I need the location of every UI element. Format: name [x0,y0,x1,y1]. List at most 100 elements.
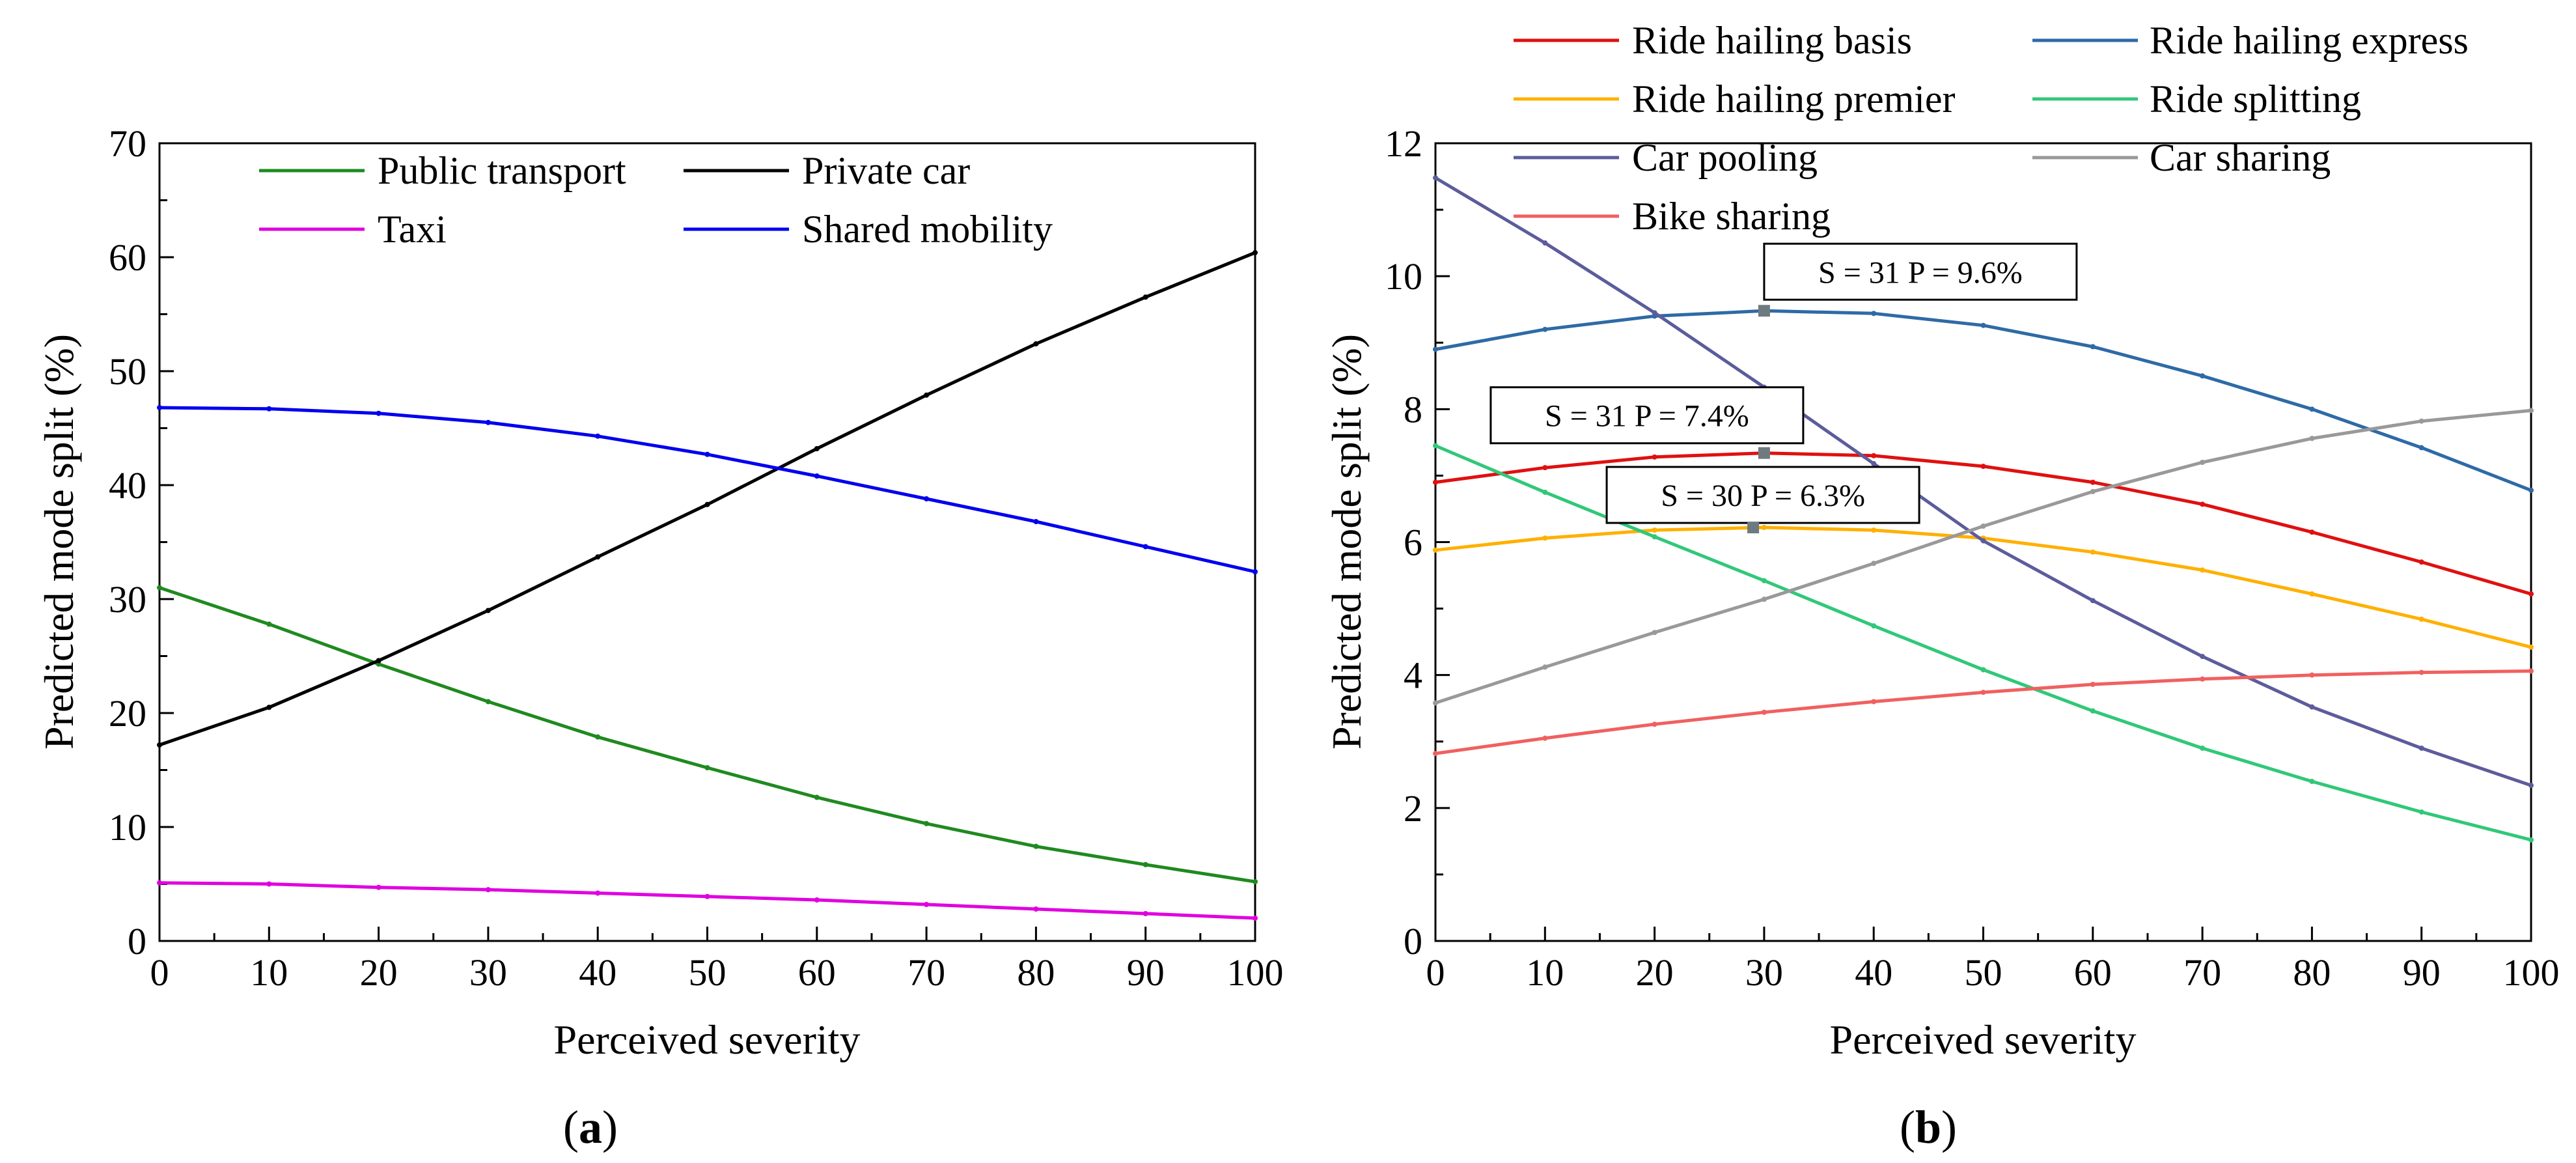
legend-label-shared-mobility: Shared mobility [802,208,1053,251]
data-point-taxi-5 [704,893,710,899]
data-point-ride-splitting-4 [1871,623,1877,629]
annotation-box-2 [1605,466,1920,524]
data-point-car-sharing-7 [2200,460,2206,465]
annotation-marker-2 [1747,522,1760,534]
data-point-taxi-6 [814,897,820,903]
data-point-taxi-0 [157,880,162,886]
data-point-ride-hailing-premier-9 [2418,616,2424,622]
data-point-public-transport-3 [485,699,491,705]
data-point-car-pooling-2 [1652,310,1657,316]
data-point-shared-mobility-0 [157,405,162,410]
data-point-private-car-2 [376,658,381,664]
legend-label-taxi: Taxi [378,208,447,251]
annotation-box-0 [1763,242,2078,301]
series-line-taxi [159,881,1256,920]
data-point-ride-hailing-express-7 [2200,373,2206,379]
data-point-ride-hailing-express-1 [1542,326,1548,332]
data-point-shared-mobility-1 [266,406,272,412]
y-tick-label-b-6: 12 [1385,122,1422,165]
panel-label-b: (b) [1900,1101,1957,1153]
data-point-ride-splitting-2 [1652,534,1657,540]
data-point-bike-sharing-8 [2309,672,2315,678]
data-point-bike-sharing-6 [2090,681,2096,687]
series-line-private-car [159,251,1256,747]
axis-ticks-a: 0 10 20 30 40 50 60 70 80 90 100 0 10 20 30 40 50 60 70 [109,122,1284,994]
data-point-car-sharing-8 [2309,436,2315,441]
data-point-shared-mobility-4 [595,433,601,439]
data-point-car-sharing-0 [1433,700,1438,706]
series-line-shared-mobility [159,406,1256,574]
data-point-public-transport-5 [704,765,710,770]
data-point-taxi-10 [1253,916,1258,921]
data-point-ride-splitting-7 [2200,745,2206,751]
x-tick-label-a-7: 70 [907,951,945,994]
legend-label-public-transport: Public transport [378,149,626,192]
data-point-taxi-9 [1143,911,1148,916]
series-line-public-transport [159,586,1256,884]
panel-label-b-letter: b [1915,1101,1941,1153]
data-point-ride-hailing-basis-1 [1542,465,1548,471]
data-point-bike-sharing-9 [2418,669,2424,675]
data-point-private-car-3 [485,608,491,613]
series-line-ride-hailing-basis [1435,451,2532,596]
data-point-ride-splitting-6 [2090,708,2096,714]
data-point-ride-hailing-premier-6 [2090,549,2096,555]
data-point-ride-hailing-basis-0 [1433,479,1438,485]
data-point-ride-hailing-basis-8 [2309,529,2315,535]
annotation-text-0: S = 31 P = 9.6% [1818,255,2023,290]
data-point-private-car-4 [595,554,601,560]
data-point-bike-sharing-0 [1433,751,1438,757]
y-tick-label-b-3: 6 [1404,522,1422,564]
data-point-shared-mobility-3 [485,419,491,425]
data-point-car-sharing-4 [1871,561,1877,567]
data-point-taxi-3 [485,887,491,893]
data-point-ride-hailing-basis-10 [2528,591,2534,597]
x-tick-label-b-8: 80 [2293,951,2331,994]
data-point-ride-hailing-basis-9 [2418,559,2424,565]
y-tick-label-a-1: 10 [109,806,146,848]
data-point-car-pooling-1 [1542,240,1548,246]
x-tick-label-b-9: 90 [2403,951,2441,994]
data-point-ride-splitting-9 [2418,809,2424,815]
y-tick-label-a-0: 0 [128,920,146,962]
y-tick-label-b-2: 4 [1404,654,1422,697]
x-tick-label-a-5: 50 [689,951,727,994]
data-point-private-car-8 [1033,341,1039,346]
legend-label-ride-hailing-basis: Ride hailing basis [1632,19,1912,62]
x-tick-label-a-2: 20 [360,951,398,994]
data-point-bike-sharing-5 [1980,690,1986,695]
data-point-ride-splitting-10 [2528,837,2534,843]
data-point-car-pooling-5 [1980,538,1986,544]
annotation-marker-0 [1758,305,1770,317]
data-point-shared-mobility-7 [924,496,930,501]
legend-b: Ride hailing basis Ride hailing express … [1514,19,2469,238]
data-point-bike-sharing-2 [1652,722,1657,727]
data-point-ride-hailing-basis-2 [1652,454,1657,460]
panel-label-a: (a) [563,1101,618,1153]
data-point-car-sharing-1 [1542,664,1548,670]
data-point-ride-hailing-premier-8 [2309,591,2315,597]
data-point-shared-mobility-6 [814,473,820,479]
series-line-ride-splitting [1435,444,2532,842]
data-point-ride-hailing-premier-7 [2200,567,2206,573]
data-point-private-car-6 [814,446,820,451]
data-point-bike-sharing-1 [1542,735,1548,741]
data-point-car-pooling-0 [1433,175,1438,181]
data-point-ride-hailing-express-10 [2528,487,2534,493]
data-point-ride-hailing-basis-7 [2200,501,2206,507]
annotation-marker-1 [1758,447,1770,459]
data-point-ride-hailing-premier-0 [1433,547,1438,553]
data-point-ride-hailing-premier-2 [1652,527,1657,533]
annotation-text-2: S = 30 P = 6.3% [1661,479,1865,513]
data-point-ride-hailing-premier-4 [1871,527,1877,533]
annotation-box-1 [1489,386,1805,445]
data-point-public-transport-9 [1143,862,1148,867]
x-tick-label-b-6: 60 [2074,951,2112,994]
data-point-taxi-2 [376,884,381,890]
data-point-taxi-1 [266,881,272,887]
data-point-ride-hailing-express-4 [1871,311,1877,316]
data-point-public-transport-0 [157,585,162,591]
y-tick-label-b-5: 10 [1385,255,1422,298]
data-point-private-car-0 [157,742,162,748]
